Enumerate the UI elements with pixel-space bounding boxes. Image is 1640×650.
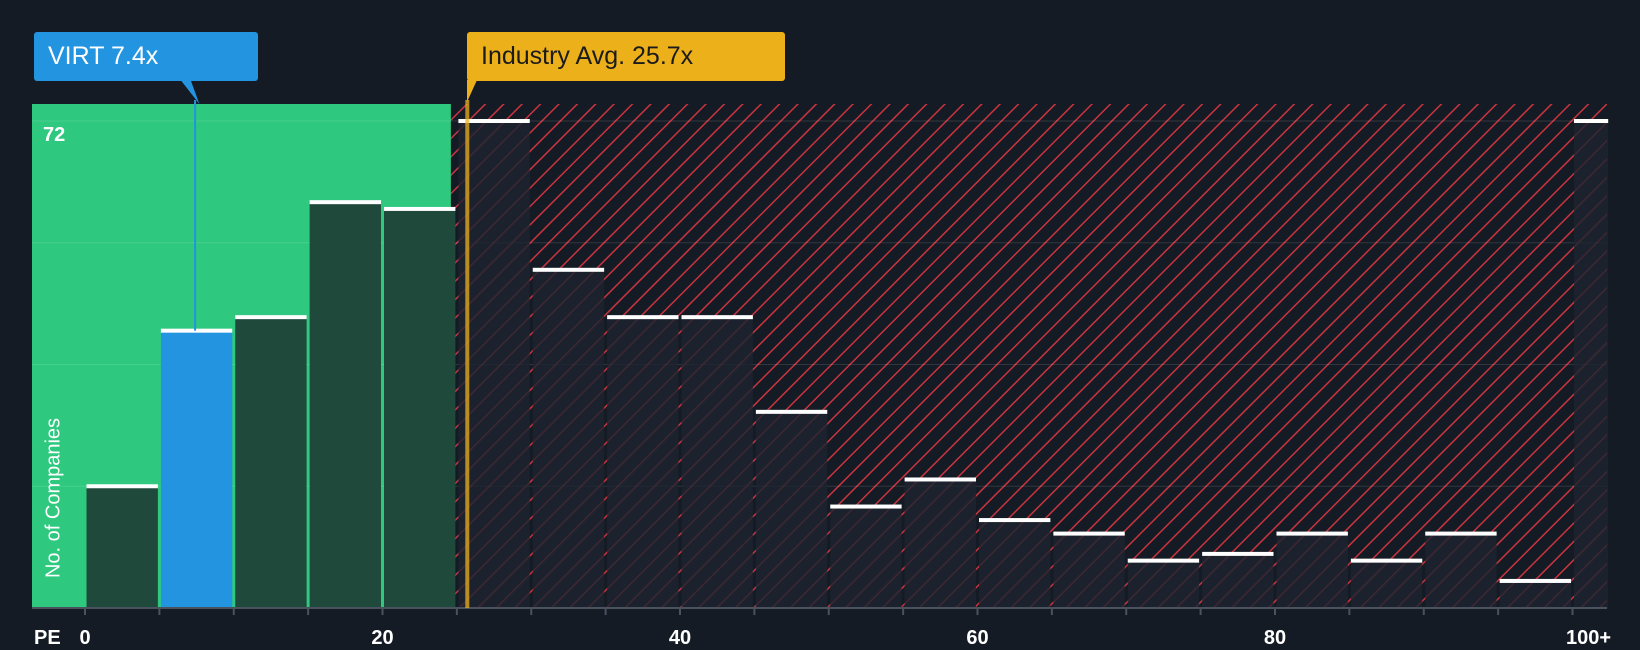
histogram-bar [755, 409, 828, 608]
x-tick-label: 40 [668, 627, 692, 649]
histogram-bar [830, 504, 902, 608]
bar-body [979, 520, 1051, 608]
industry-callout-pointer [467, 80, 477, 102]
histogram-bar [235, 315, 307, 608]
bar-body [681, 317, 753, 608]
bar-cap [979, 518, 1051, 523]
bar-cap [1127, 558, 1200, 563]
bar-body [309, 202, 381, 608]
bar-body [86, 486, 158, 608]
bar-body [1127, 560, 1200, 608]
histogram-bar [384, 206, 456, 609]
histogram-bar [86, 484, 158, 608]
bar-cap [86, 484, 158, 489]
bar-body [904, 479, 976, 608]
bar-body [458, 121, 530, 608]
bar-body [830, 506, 902, 608]
histogram-bar [532, 267, 605, 608]
x-tick-label: 100+ [1565, 627, 1612, 649]
bar-cap [1350, 558, 1423, 563]
bar-cap [309, 200, 381, 205]
histogram-bar [1127, 558, 1200, 608]
bar-body [1499, 580, 1571, 608]
bar-body [1276, 533, 1348, 608]
bar-body [755, 411, 828, 608]
bar-cap [1202, 551, 1274, 556]
bar-body [1350, 560, 1423, 608]
histogram-bar [904, 477, 976, 608]
histogram-bar [1499, 578, 1571, 608]
bar-cap [1053, 531, 1125, 536]
x-tick-label: 0 [79, 627, 91, 649]
histogram-bar [1574, 119, 1609, 608]
bar-cap [1499, 578, 1571, 583]
histogram-bar [607, 315, 679, 608]
industry-avg-callout: Industry Avg. 25.7x [467, 32, 785, 81]
bar-cap [1574, 119, 1609, 123]
histogram-bar [1202, 551, 1274, 608]
bar-body [384, 208, 456, 609]
bar-cap [755, 409, 828, 414]
bar-body [1425, 533, 1497, 608]
histogram-bar [309, 200, 381, 608]
histogram-bar [458, 119, 530, 608]
bar-cap [1276, 531, 1348, 536]
bar-cap [607, 315, 679, 320]
x-axis-label: PE [34, 627, 61, 649]
bars [86, 119, 1609, 609]
histogram-bar [1350, 558, 1423, 608]
bar-body [532, 269, 605, 608]
x-tick-label: 60 [966, 627, 989, 649]
bar-cap [384, 206, 456, 211]
bar-cap [532, 267, 605, 272]
histogram-bar [1425, 531, 1497, 608]
bar-cap [458, 119, 530, 123]
histogram-bar [1276, 531, 1348, 608]
x-ticks [84, 608, 1574, 615]
x-tick-label: 80 [1263, 627, 1287, 649]
bar-body [160, 330, 233, 608]
histogram-bar [160, 328, 233, 608]
bar-cap [681, 315, 753, 320]
bar-cap [160, 328, 233, 333]
histogram-bar [979, 518, 1051, 608]
bar-cap [235, 315, 307, 320]
company-pe-callout: VIRT 7.4x [34, 32, 258, 81]
bar-body [1053, 533, 1125, 608]
bar-body [607, 317, 679, 608]
histogram-bar [681, 315, 753, 608]
bar-cap [904, 477, 976, 482]
x-tick-label: 20 [371, 627, 394, 649]
bar-cap [1425, 531, 1497, 536]
bar-body [1574, 121, 1609, 608]
bar-body [235, 317, 307, 608]
bar-cap [830, 504, 902, 509]
y-axis-label: No. of Companies [42, 417, 65, 579]
y-axis-max-label: 72 [43, 124, 66, 146]
histogram-bar [1053, 531, 1125, 608]
bar-body [1202, 553, 1274, 608]
